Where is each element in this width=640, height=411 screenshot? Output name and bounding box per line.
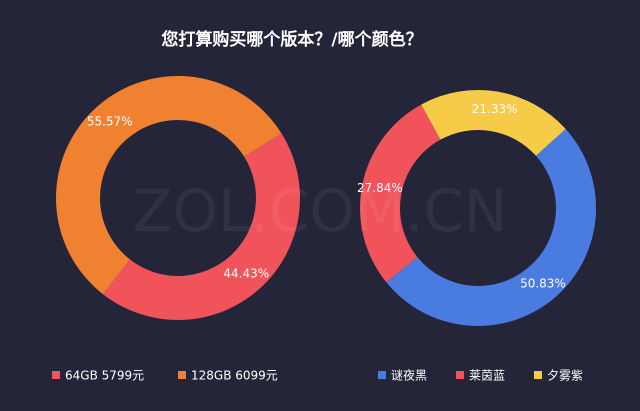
donut-slice [359,104,441,283]
legend-swatch [534,371,542,379]
data-label: 55.57% [87,115,133,129]
donut-slice [386,129,596,326]
donut-slice [55,75,282,295]
legend-label: 夕雾紫 [547,369,583,383]
donut-slice [102,133,300,320]
legend-swatch [178,371,186,379]
legend-swatch [52,371,60,379]
data-label: 27.84% [357,181,403,195]
data-label: 21.33% [472,102,518,116]
legend-label: 谜夜黑 [391,368,427,383]
title: 您打算购买哪个版本？/哪个颜色？ [161,29,422,50]
legend-swatch [378,371,386,379]
legend-label: 128GB 6099元 [191,369,278,383]
watermark: ZOL.COM.CN [133,177,508,245]
legend-label: 64GB 5799元 [65,369,144,383]
legend-label: 莱茵蓝 [469,369,505,383]
data-label: 50.83% [520,277,566,291]
data-label: 44.43% [223,266,269,280]
legend-swatch [456,371,464,379]
donut-slice [421,90,566,156]
